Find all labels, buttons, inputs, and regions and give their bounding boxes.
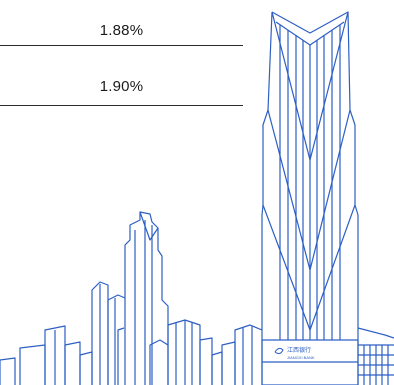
right-building [358,328,394,385]
bank-sign-chinese: 江西银行 [287,346,311,354]
bank-sign-english: JIANGXI BANK [287,355,315,360]
right-buildings [150,320,262,385]
middle-tower [125,212,168,385]
bank-logo-icon [275,348,283,353]
left-buildings [0,282,125,385]
bank-tower [262,12,358,385]
